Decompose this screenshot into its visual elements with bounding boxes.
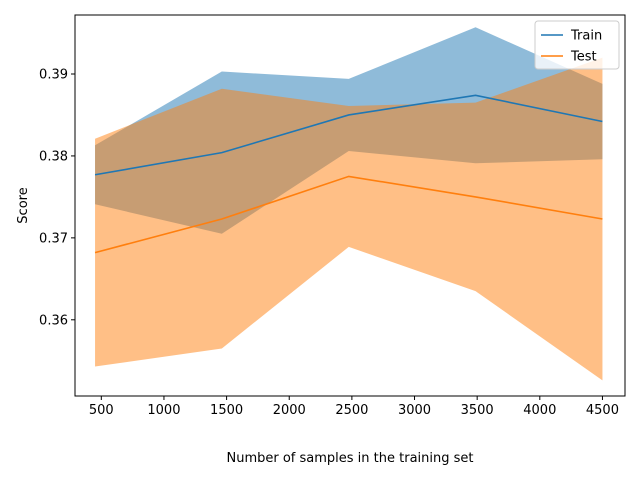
x-tick-label: 3500 bbox=[461, 403, 494, 418]
series-lines bbox=[94, 94, 603, 254]
x-axis-label: Number of samples in the training set bbox=[227, 451, 474, 466]
plot-frame bbox=[74, 14, 626, 397]
y-tick-label: 0.38 bbox=[39, 149, 68, 164]
x-tick-label: 1500 bbox=[210, 403, 243, 418]
y-tick-label: 0.39 bbox=[39, 67, 68, 82]
x-tick-label: 4500 bbox=[586, 403, 619, 418]
test-band bbox=[95, 57, 603, 381]
y-axis-label: Score bbox=[16, 187, 31, 223]
legend: Train Test bbox=[534, 20, 620, 70]
y-axis: 0.36 0.37 0.38 0.39 bbox=[39, 67, 75, 328]
x-tick-label: 2000 bbox=[273, 403, 306, 418]
legend-box bbox=[534, 20, 620, 70]
x-tick-label: 1000 bbox=[147, 403, 180, 418]
x-tick-label: 3000 bbox=[398, 403, 431, 418]
x-tick-label: 2500 bbox=[335, 403, 368, 418]
y-tick-label: 0.37 bbox=[39, 231, 68, 246]
y-tick-label: 0.36 bbox=[39, 313, 68, 328]
x-axis: 500 1000 1500 2000 2500 3000 3500 4000 4500 bbox=[89, 396, 619, 418]
x-tick-label: 500 bbox=[89, 403, 114, 418]
confidence-bands bbox=[95, 27, 603, 381]
legend-label-train: Train bbox=[570, 29, 602, 44]
x-tick-label: 4000 bbox=[523, 403, 556, 418]
legend-label-test: Test bbox=[570, 50, 597, 65]
